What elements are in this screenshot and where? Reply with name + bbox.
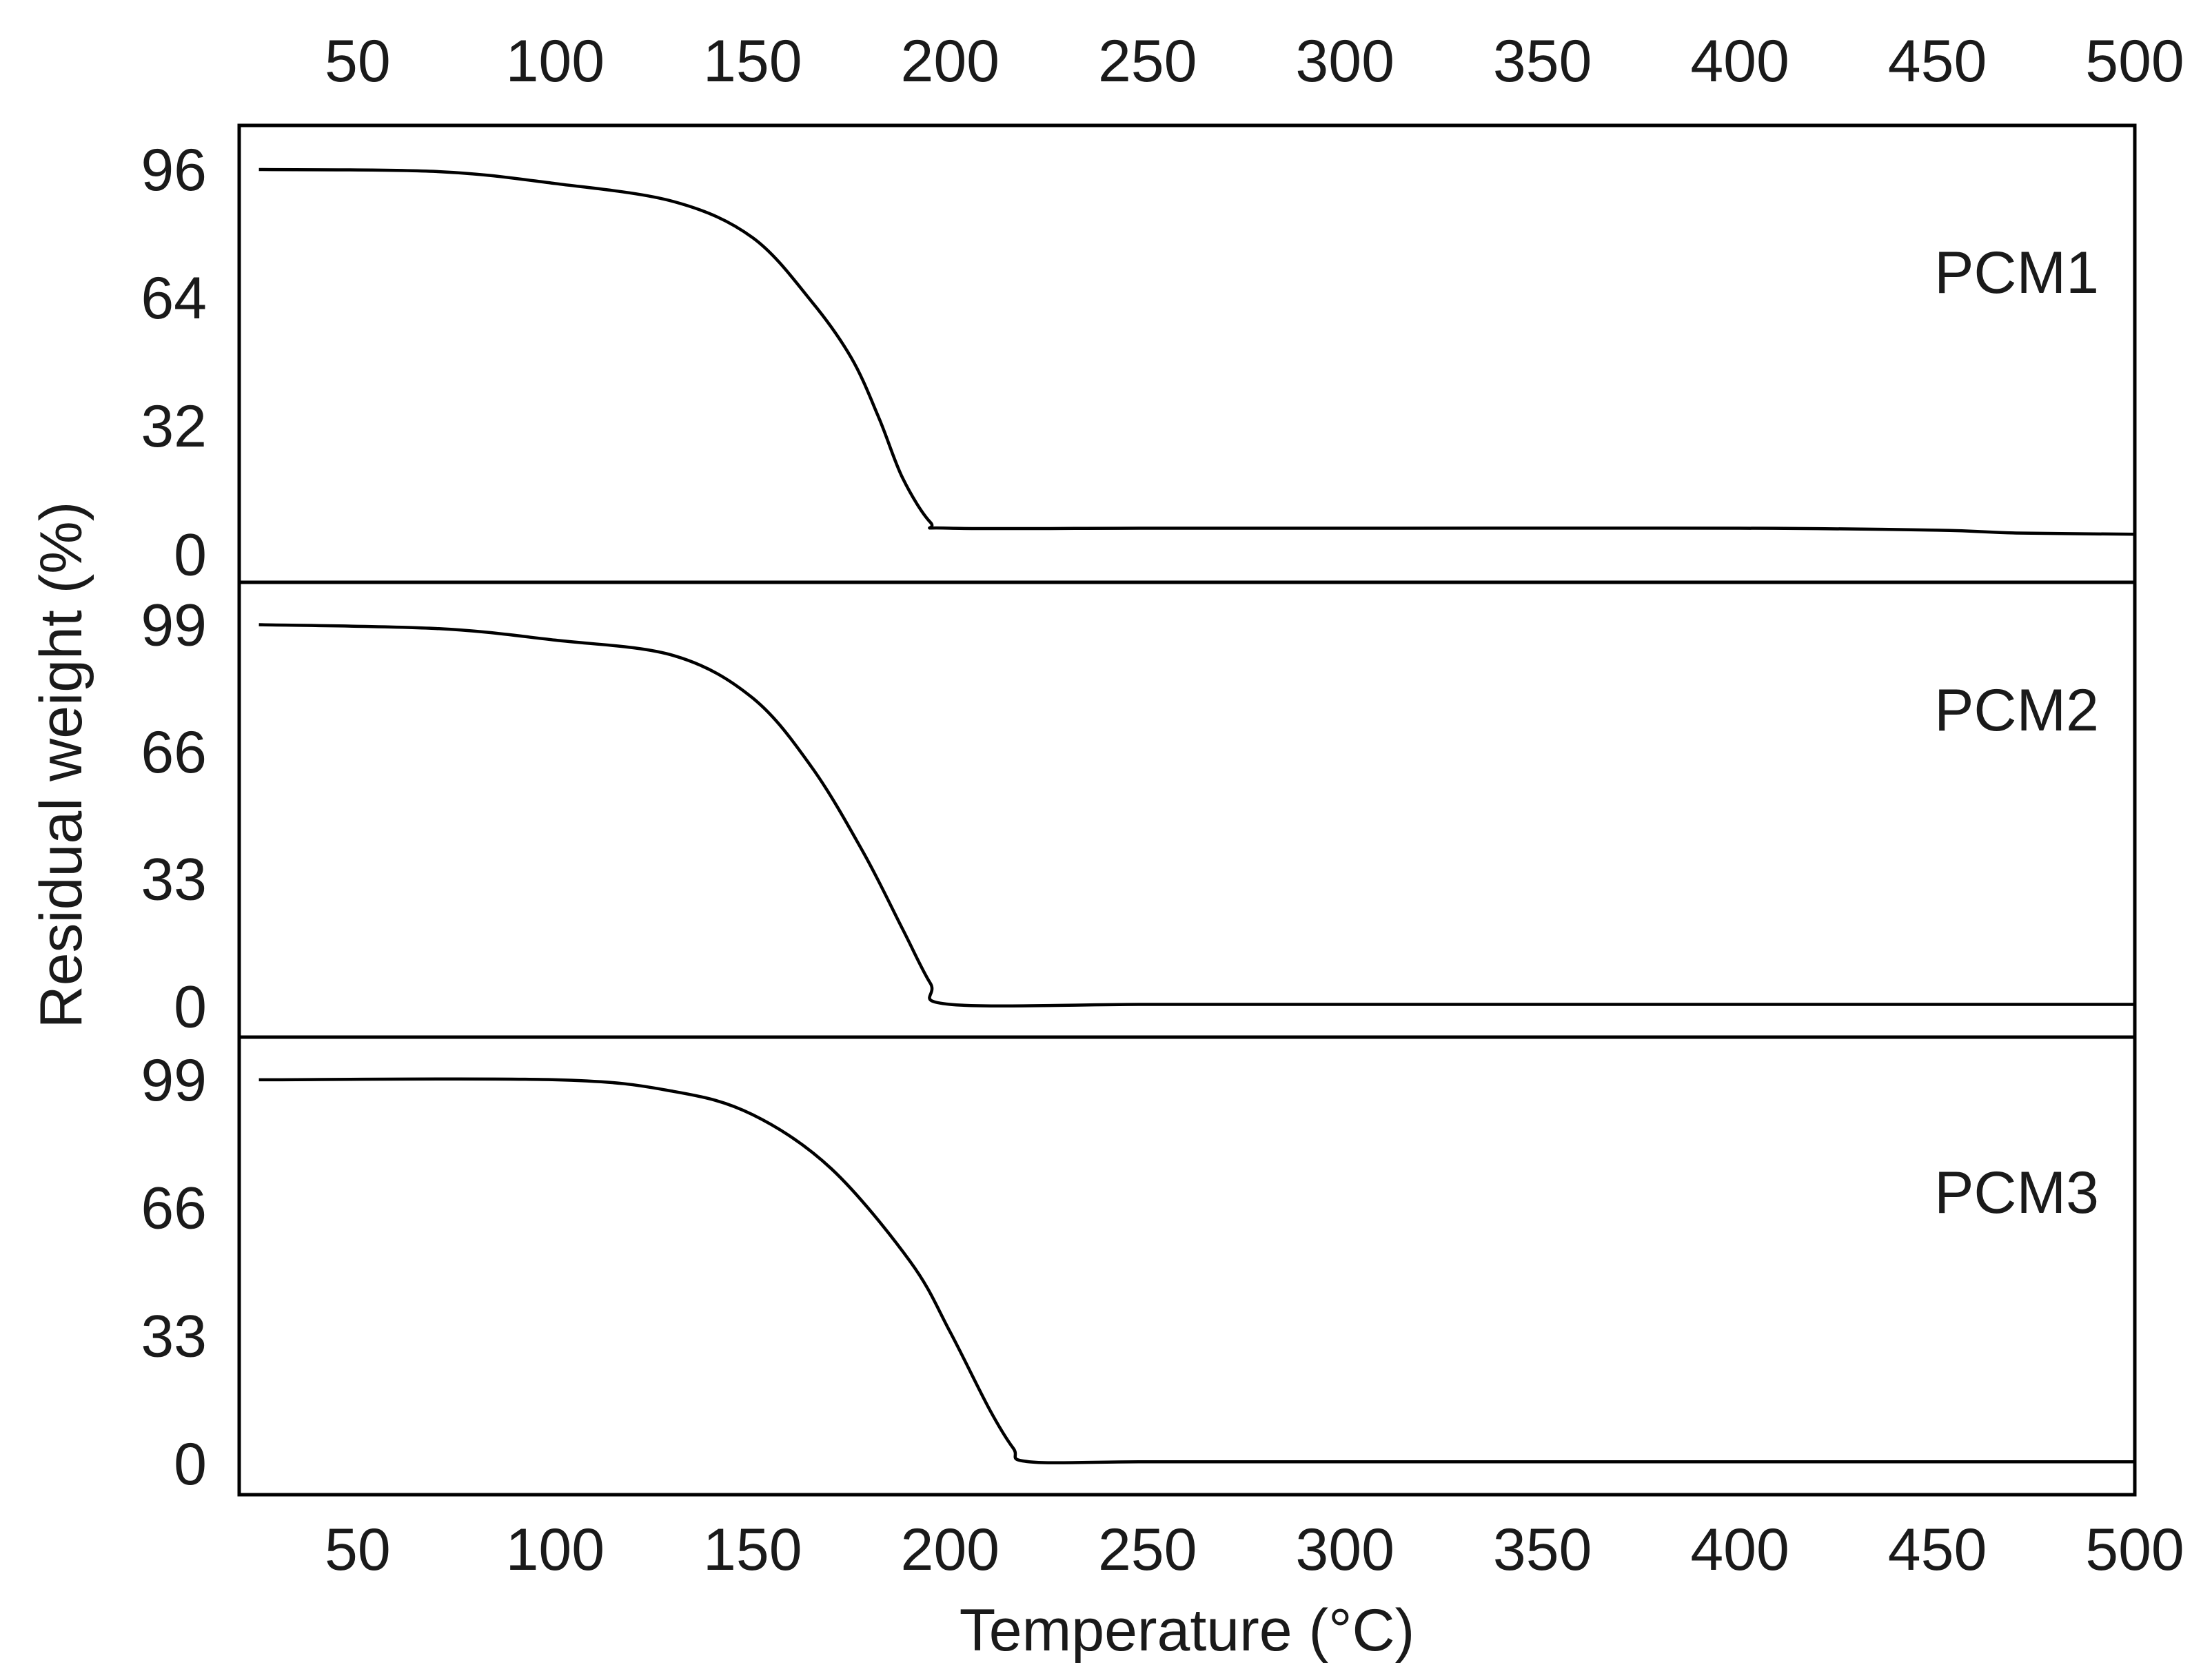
top-x-tick-label: 200 (901, 28, 1000, 94)
top-x-tick-label: 300 (1295, 28, 1394, 94)
top-x-tick-labels: 50 100 150 200 250 300 350 400 450 500 (325, 28, 2184, 94)
y-tick-label: 0 (174, 522, 207, 588)
y-tick-label: 99 (141, 593, 207, 659)
bottom-x-tick-labels: 50 100 150 200 250 300 350 400 450 500 (325, 1517, 2184, 1583)
bottom-x-tick-label: 200 (901, 1517, 1000, 1583)
series-line-PCM2 (258, 623, 2135, 1008)
bottom-x-tick-label: 150 (703, 1517, 802, 1583)
series-label: PCM1 (1934, 240, 2099, 306)
x-axis-title: Temperature (°C) (960, 1597, 1414, 1664)
y-tick-label: 99 (141, 1047, 207, 1114)
top-x-tick-label: 350 (1493, 28, 1592, 94)
panel-3: 0 33 66 99 PCM3 (141, 1047, 2135, 1497)
y-axis-title: Residual weight (%) (28, 502, 94, 1029)
y-tick-label: 96 (141, 137, 207, 203)
top-x-tick-label: 250 (1098, 28, 1197, 94)
y-tick-label: 0 (174, 1431, 207, 1497)
series-label: PCM3 (1934, 1160, 2099, 1226)
top-x-tick-label: 500 (2085, 28, 2184, 94)
top-x-tick-label: 450 (1888, 28, 1987, 94)
top-x-tick-label: 50 (325, 28, 391, 94)
panels: 0 32 64 96 PCM1 0 33 66 99 PCM2 0 33 66 99 PCM3 (141, 137, 2135, 1497)
panel-2: 0 33 66 99 PCM2 (141, 593, 2135, 1040)
series-line-PCM1 (258, 167, 2135, 536)
bottom-x-tick-label: 350 (1493, 1517, 1592, 1583)
bottom-x-tick-label: 500 (2085, 1517, 2184, 1583)
bottom-x-tick-label: 450 (1888, 1517, 1987, 1583)
y-tick-label: 64 (141, 265, 207, 331)
bottom-x-tick-label: 400 (1690, 1517, 1789, 1583)
panel-1: 0 32 64 96 PCM1 (141, 137, 2135, 588)
bottom-x-tick-label: 50 (325, 1517, 391, 1583)
bottom-x-tick-label: 100 (506, 1517, 605, 1583)
bottom-x-tick-label: 250 (1098, 1517, 1197, 1583)
y-tick-label: 32 (141, 393, 207, 460)
plot-frame (237, 123, 2137, 1497)
top-x-tick-label: 400 (1690, 28, 1789, 94)
series-line-PCM3 (258, 1077, 2135, 1464)
y-tick-label: 33 (141, 847, 207, 913)
top-x-tick-label: 100 (506, 28, 605, 94)
y-tick-label: 66 (141, 719, 207, 786)
y-tick-label: 33 (141, 1303, 207, 1369)
y-tick-label: 66 (141, 1176, 207, 1242)
top-x-tick-label: 150 (703, 28, 802, 94)
y-tick-label: 0 (174, 974, 207, 1040)
series-label: PCM2 (1934, 677, 2099, 744)
bottom-x-tick-label: 300 (1295, 1517, 1394, 1583)
